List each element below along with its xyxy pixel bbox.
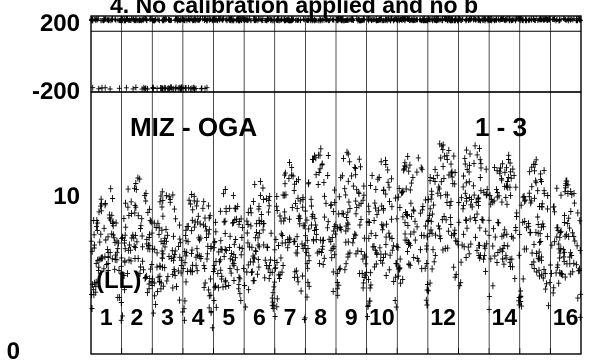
phase-points — [89, 16, 583, 93]
phase-point-markers — [89, 16, 583, 93]
amplitude-tick-label-mid: 10 — [53, 183, 80, 210]
phase-tick-label-bottom: -200 — [32, 78, 80, 105]
phase-tick-label-top: 200 — [40, 10, 80, 37]
channel-label: 14 — [492, 304, 518, 330]
channel-label: 2 — [131, 304, 144, 330]
channel-label: 16 — [553, 304, 579, 330]
channel-label: 4 — [192, 304, 205, 330]
phase-grid — [91, 16, 581, 92]
channel-label: 5 — [222, 304, 235, 330]
amplitude-points — [88, 140, 584, 332]
amplitude-point-markers — [88, 140, 584, 332]
channel-label: 12 — [430, 304, 456, 330]
phase-panel: 200 -200 — [32, 10, 583, 105]
amplitude-panel: 10 0 MIZ - OGA 1 - 3 (LL) 1 2 3 4 5 6 7 8 9 10 12 1… — [7, 91, 584, 364]
channel-label: 1 — [100, 304, 113, 330]
channel-label: 9 — [345, 304, 358, 330]
channel-labels: 1 2 3 4 5 6 7 8 9 10 12 14 16 — [100, 304, 579, 330]
channel-label: 10 — [369, 304, 395, 330]
channel-label: 8 — [314, 304, 327, 330]
time-range-label: 1 - 3 — [475, 112, 527, 142]
channel-label: 7 — [284, 304, 297, 330]
channel-label: 6 — [253, 304, 266, 330]
polarization-label: (LL) — [96, 267, 141, 294]
baseline-label: MIZ - OGA — [130, 112, 257, 142]
amplitude-tick-label-zero: 0 — [7, 338, 20, 364]
channel-label: 3 — [161, 304, 174, 330]
chart-title-fragment: 4. No calibration applied and no b — [110, 0, 478, 18]
